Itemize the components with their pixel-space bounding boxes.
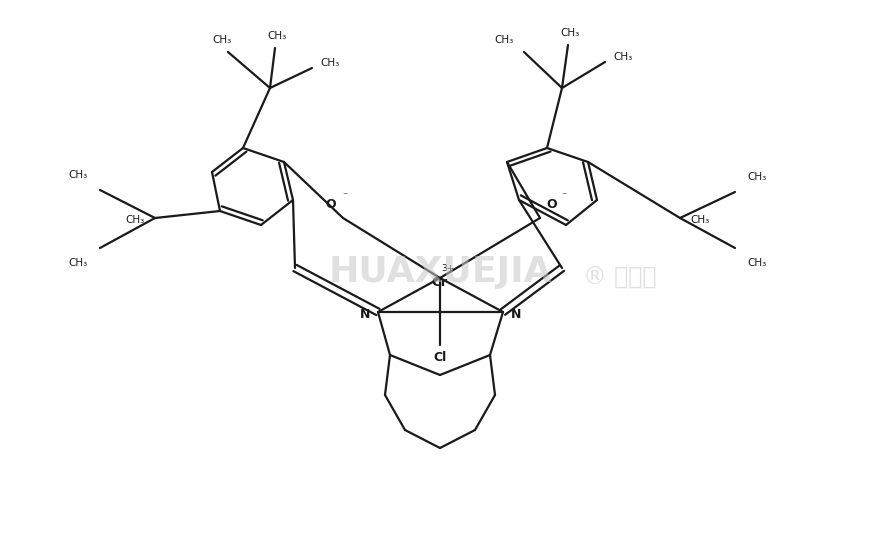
Text: HUAXUEJIA: HUAXUEJIA [329, 255, 552, 289]
Text: CH₃: CH₃ [747, 258, 766, 268]
Text: CH₃: CH₃ [494, 35, 514, 45]
Text: ® 化学加: ® 化学加 [583, 266, 656, 290]
Text: O: O [326, 198, 337, 211]
Text: N: N [359, 307, 370, 320]
Text: N: N [511, 307, 522, 320]
Text: CH₃: CH₃ [212, 35, 232, 45]
Text: CH₃: CH₃ [691, 215, 709, 225]
Text: ⁻: ⁻ [561, 191, 566, 201]
Text: O: O [547, 198, 558, 211]
Text: CH₃: CH₃ [613, 52, 633, 62]
Text: Cl: Cl [433, 350, 447, 363]
Text: Cr: Cr [432, 275, 448, 288]
Text: CH₃: CH₃ [747, 172, 766, 182]
Text: CH₃: CH₃ [125, 215, 144, 225]
Text: CH₃: CH₃ [321, 58, 339, 68]
Text: CH₃: CH₃ [69, 170, 87, 180]
Text: ⁻: ⁻ [343, 191, 348, 201]
Text: CH₃: CH₃ [69, 258, 87, 268]
Text: CH₃: CH₃ [560, 28, 580, 38]
Text: CH₃: CH₃ [267, 31, 286, 41]
Text: 3+: 3+ [441, 263, 455, 273]
